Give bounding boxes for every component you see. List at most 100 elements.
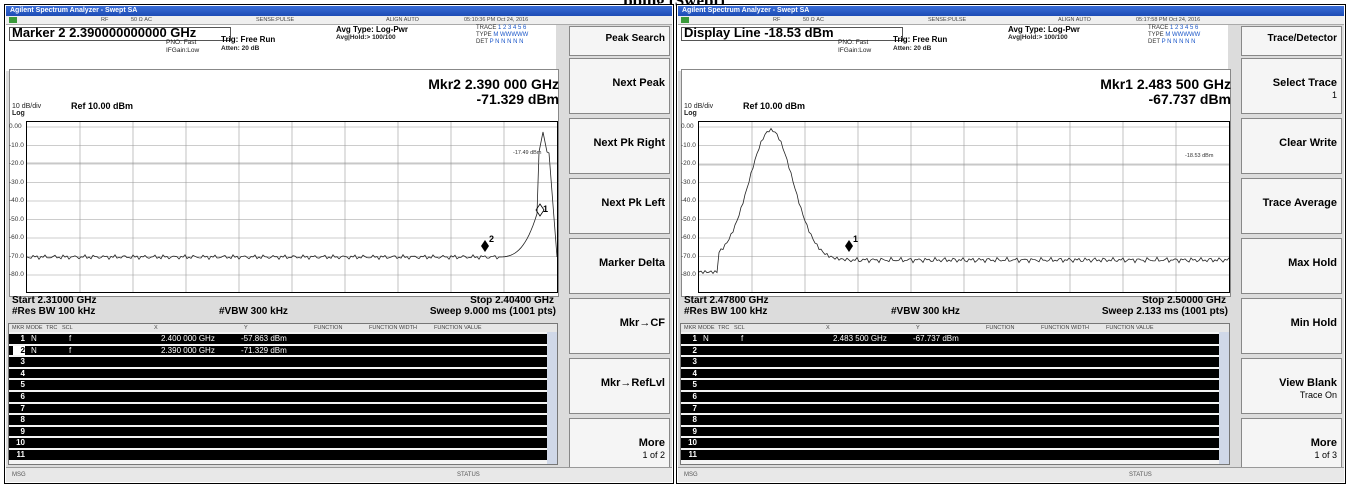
vbw-label: #VBW 300 kHz	[891, 306, 960, 317]
spectrum-graticule[interactable]: 0.00 -10.0 -20.0 -30.0 -40.0 -50.0 -60.0 -70.0 -…	[9, 121, 558, 293]
table-row[interactable]: 9	[9, 426, 547, 437]
table-row[interactable]: 4	[681, 368, 1219, 379]
spectrum-graticule[interactable]: 0.00 -10.0 -20.0 -30.0 -40.0 -50.0 -60.0 -70.0 -…	[681, 121, 1230, 293]
softkey-select-trace[interactable]: Select Trace 1	[1241, 58, 1342, 114]
column-header: MKR	[684, 325, 697, 331]
column-header: SCL	[62, 325, 73, 331]
avg-type-label: Avg Type: Log-Pwr	[336, 25, 408, 34]
table-row[interactable]: 10	[9, 438, 547, 448]
table-row[interactable]: 7	[681, 403, 1219, 414]
table-cell-n: 3	[20, 357, 25, 367]
softkey-trace-detector[interactable]: Trace/Detector	[1241, 26, 1342, 56]
softkey-view-blank[interactable]: View Blank Trace On	[1241, 358, 1342, 414]
softkey-trace-average[interactable]: Trace Average	[1241, 178, 1342, 234]
table-row[interactable]: 6	[9, 392, 547, 402]
softkey-label: Trace/Detector	[1267, 33, 1337, 44]
pno-label: PNO: Fast	[838, 39, 869, 46]
document-title: pping (Swept)	[0, 0, 1348, 8]
softkey-marker-delta[interactable]: Marker Delta	[569, 238, 670, 294]
softkey-clear-write[interactable]: Clear Write	[1241, 118, 1342, 174]
sweep-label: Sweep 2.133 ms (1001 pts)	[1101, 306, 1228, 317]
spectrum-trace	[27, 131, 557, 261]
softkey-next-pk-right[interactable]: Next Pk Right	[569, 118, 670, 174]
table-row[interactable]: 5	[681, 380, 1219, 390]
sweep-label: Sweep 9.000 ms (1001 pts)	[429, 306, 556, 317]
scale-div-label: 10 dB/div	[684, 103, 714, 110]
table-scrollbar[interactable]	[547, 332, 557, 464]
table-row[interactable]: 3	[9, 357, 547, 367]
sense-label: SENSE:PULSE	[928, 17, 967, 23]
softkey-label: Next Peak	[612, 77, 665, 89]
active-function-box[interactable]	[9, 27, 231, 41]
table-row[interactable]: 3	[681, 357, 1219, 367]
table-row[interactable]: 11	[681, 450, 1219, 460]
table-cell-n: 4	[692, 368, 697, 378]
table-row[interactable]: 7	[9, 403, 547, 414]
right-screenshot-frame: Agilent Spectrum Analyzer - Swept SA RF …	[676, 4, 1346, 484]
table-cell-n: 7	[20, 403, 25, 413]
table-row[interactable]: 8	[9, 415, 547, 425]
softkey-mkr-cf[interactable]: Mkr→CF	[569, 298, 670, 354]
status-row: RF 50 Ω AC SENSE:PULSE ALIGN AUTO 05:10:…	[6, 16, 672, 25]
table-row[interactable]: 4	[9, 368, 547, 379]
softkey-min-hold[interactable]: Min Hold	[1241, 298, 1342, 354]
softkey-label: More	[638, 437, 665, 449]
ref-level-label: Ref 10.00 dBm	[71, 101, 134, 111]
table-row[interactable]: 9	[681, 426, 1219, 437]
table-row[interactable]: 6	[681, 392, 1219, 402]
window-title: Agilent Spectrum Analyzer - Swept SA	[678, 6, 1344, 16]
column-header: TRC	[46, 325, 58, 331]
softkey-label: More	[1310, 437, 1337, 449]
softkey-peak-search[interactable]: Peak Search	[569, 26, 670, 56]
column-header: MODE	[26, 325, 43, 331]
graticule-svg	[699, 122, 1229, 292]
trace-status: TRACE 1 2 3 4 5 6 TYPE M WWWWW DET P N N…	[1148, 25, 1201, 45]
table-row[interactable]: 10	[681, 438, 1219, 448]
table-cell-n: 10	[688, 438, 697, 448]
rf-label: RF	[101, 17, 109, 23]
softkey-mkr-reflvl[interactable]: Mkr→RefLvl	[569, 358, 670, 414]
impedance-label: 50 Ω AC	[803, 17, 824, 23]
softkey-label: Mkr→CF	[619, 317, 665, 329]
y-axis-tick-label: -20.0	[681, 160, 696, 167]
softkey-sublabel: Trace On	[1299, 390, 1337, 400]
column-header: X	[826, 325, 830, 331]
softkey-more[interactable]: More 1 of 2	[569, 418, 670, 474]
table-row[interactable]: 2	[681, 345, 1219, 356]
table-row[interactable]: 5	[9, 380, 547, 390]
active-function-box[interactable]	[681, 27, 903, 41]
rbw-label: #Res BW 100 kHz	[12, 306, 96, 317]
rf-label: RF	[773, 17, 781, 23]
display-line-label: -17.49 dBm	[513, 150, 542, 156]
impedance-label: 50 Ω AC	[131, 17, 152, 23]
y-axis-tick-label: -60.0	[681, 234, 696, 241]
marker-table[interactable]: MKR MODE TRC SCL X Y FUNCTION FUNCTION WIDTH FUN…	[8, 323, 558, 465]
log-label: Log	[684, 110, 697, 117]
y-axis-tick-label: -30.0	[681, 178, 696, 186]
softkey-next-pk-left[interactable]: Next Pk Left	[569, 178, 670, 234]
left-screenshot-frame: Agilent Spectrum Analyzer - Swept SA RF …	[4, 4, 674, 484]
softkey-sublabel: 1 of 3	[1314, 450, 1337, 460]
atten-label: Atten: 20 dB	[221, 45, 260, 52]
marker-table[interactable]: MKR MODE TRC SCL X Y FUNCTION FUNCTION WIDTH FUN…	[680, 323, 1230, 465]
marker-amplitude-readout: -71.329 dBm	[476, 91, 559, 107]
table-cell-scl: f	[69, 334, 72, 343]
display-line-label: -18.53 dBm	[1185, 153, 1214, 159]
softkey-more[interactable]: More 1 of 3	[1241, 418, 1342, 474]
ifgain-label: IFGain:Low	[166, 47, 200, 54]
table-row[interactable]: 8	[681, 415, 1219, 425]
marker-1-label: 1	[543, 204, 549, 214]
table-cell-mode: N	[31, 345, 37, 355]
table-row[interactable]: 11	[9, 450, 547, 460]
stop-frequency: Stop 2.50000 GHz	[1142, 295, 1226, 306]
y-axis-tick-label: -80.0	[9, 271, 24, 278]
right-analyzer-window: Agilent Spectrum Analyzer - Swept SA RF …	[678, 6, 1344, 482]
table-cell-scl: f	[741, 334, 744, 343]
table-cell-n: 8	[692, 415, 697, 425]
softkey-next-peak[interactable]: Next Peak	[569, 58, 670, 114]
softkey-max-hold[interactable]: Max Hold	[1241, 238, 1342, 294]
table-scrollbar[interactable]	[1219, 332, 1229, 464]
